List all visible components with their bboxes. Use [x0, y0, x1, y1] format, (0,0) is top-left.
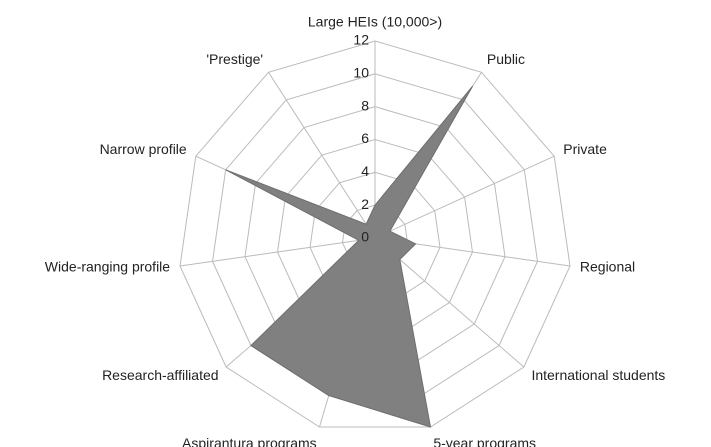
tick-label: 2: [361, 196, 369, 212]
data-area: [225, 85, 474, 428]
category-label: Wide-ranging profile: [45, 259, 170, 275]
category-label: International students: [531, 367, 665, 383]
category-label: Large HEIs (10,000>): [308, 14, 442, 30]
category-label: Public: [487, 51, 525, 67]
category-label: Private: [563, 141, 607, 157]
category-label: Aspirantura programs: [182, 435, 317, 447]
grid-line: [179, 40, 571, 428]
axis-line: [268, 72, 376, 239]
tick-label: 6: [361, 130, 369, 146]
category-label: 5-year programs: [433, 435, 536, 447]
tick-label: 8: [361, 97, 369, 113]
tick-label: 12: [353, 32, 369, 48]
category-label: 'Prestige': [206, 51, 263, 67]
axis-line: [179, 237, 376, 267]
category-label: Regional: [580, 259, 635, 275]
tick-label: 0: [361, 229, 369, 245]
axis-line: [374, 155, 555, 239]
category-label: Narrow profile: [100, 141, 187, 157]
category-label: Research-affiliated: [102, 367, 218, 383]
tick-label: 4: [361, 163, 369, 179]
tick-label: 10: [353, 65, 369, 81]
